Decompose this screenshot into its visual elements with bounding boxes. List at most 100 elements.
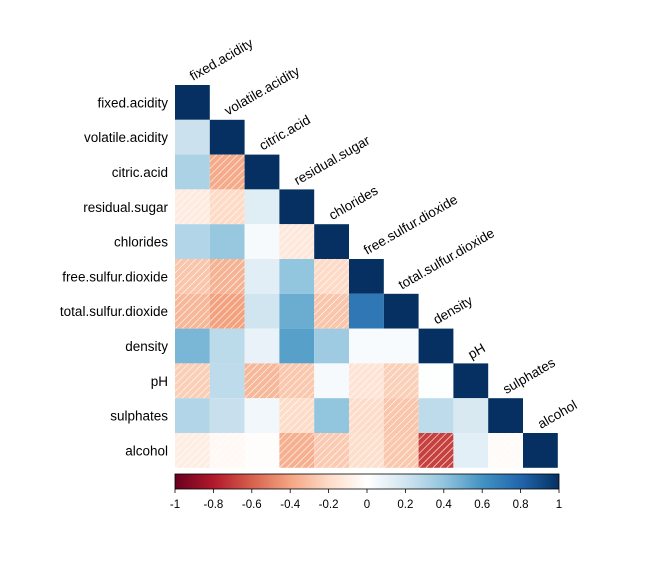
hatch-chlorides-residual-sugar — [279, 223, 315, 260]
color-tick-label: -0.6 — [242, 499, 262, 511]
row-label-density: density — [125, 339, 168, 354]
hatch-total-sulfur-dioxide-fixed-acidity — [174, 293, 211, 329]
cell-total-sulfur-dioxide-total-sulfur-dioxide — [383, 293, 419, 329]
cell-density-density — [418, 328, 454, 364]
cell-pH-volatile-acidity — [209, 363, 245, 399]
cell-sulphates-fixed-acidity — [175, 398, 210, 433]
col-label-density: density — [431, 293, 476, 328]
hatch-total-sulfur-dioxide-chlorides — [313, 293, 350, 329]
col-label-chlorides: chlorides — [326, 183, 381, 223]
cell-sulphates-chlorides — [314, 398, 349, 433]
hatch-total-sulfur-dioxide-volatile-acidity — [209, 293, 245, 329]
cell-density-volatile-acidity — [209, 328, 245, 364]
row-label-free-sulfur-dioxide: free.sulfur.dioxide — [62, 269, 168, 284]
row-label-residual-sugar: residual.sugar — [83, 200, 168, 215]
color-tick-label: 0.8 — [513, 499, 529, 511]
hatch-free-sulfur-dioxide-chlorides — [313, 258, 350, 295]
row-label-alcohol: alcohol — [125, 443, 168, 458]
color-tick-label: 1 — [556, 499, 562, 511]
col-label-pH: pH — [465, 340, 487, 362]
cell-total-sulfur-dioxide-residual-sugar — [279, 293, 315, 329]
hatch-free-sulfur-dioxide-volatile-acidity — [209, 258, 245, 295]
row-label-volatile-acidity: volatile.acidity — [84, 130, 168, 145]
cell-total-sulfur-dioxide-free-sulfur-dioxide — [349, 293, 384, 329]
cell-fixed-acidity-fixed-acidity — [175, 85, 210, 120]
cell-sulphates-volatile-acidity — [209, 398, 245, 433]
col-label-residual-sugar: residual.sugar — [291, 132, 372, 188]
hatch-alcohol-total-sulfur-dioxide — [383, 432, 419, 469]
cell-chlorides-citric-acid — [244, 224, 280, 259]
color-tick-label: 0 — [364, 499, 370, 511]
hatch-pH-citric-acid — [244, 363, 280, 399]
cell-density-free-sulfur-dioxide — [349, 328, 384, 364]
cell-chlorides-fixed-acidity — [175, 224, 210, 259]
color-tick-label: -0.4 — [280, 499, 300, 511]
cell-density-citric-acid — [244, 328, 280, 364]
hatch-pH-total-sulfur-dioxide — [383, 363, 419, 399]
row-label-citric-acid: citric.acid — [112, 165, 168, 180]
hatch-residual-sugar-fixed-acidity — [174, 189, 211, 225]
row-label-sulphates: sulphates — [110, 409, 168, 424]
cell-alcohol-pH — [453, 433, 489, 468]
hatch-alcohol-residual-sugar — [279, 432, 315, 469]
hatch-alcohol-citric-acid — [244, 432, 280, 469]
hatch-citric-acid-volatile-acidity — [209, 154, 245, 190]
hatch-alcohol-volatile-acidity — [209, 432, 245, 469]
color-tick-label: 0.6 — [474, 499, 490, 511]
cell-free-sulfur-dioxide-citric-acid — [244, 259, 280, 294]
cell-citric-acid-citric-acid — [244, 154, 280, 190]
row-label-pH: pH — [151, 374, 168, 389]
cell-volatile-acidity-fixed-acidity — [175, 119, 210, 155]
cell-chlorides-volatile-acidity — [209, 224, 245, 259]
col-label-sulphates: sulphates — [500, 355, 558, 397]
hatch-sulphates-residual-sugar — [279, 397, 315, 434]
row-label-chlorides: chlorides — [114, 235, 168, 250]
hatch-alcohol-chlorides — [313, 432, 350, 469]
cell-volatile-acidity-volatile-acidity — [209, 119, 245, 155]
hatch-sulphates-free-sulfur-dioxide — [348, 397, 385, 434]
cell-residual-sugar-residual-sugar — [279, 189, 315, 225]
hatch-pH-residual-sugar — [279, 363, 315, 399]
color-tick-label: -1 — [170, 499, 180, 511]
row-labels: fixed.acidity volatile.acidity citric.acid… — [60, 95, 169, 458]
cell-density-residual-sugar — [279, 328, 315, 364]
cell-sulphates-pH — [453, 398, 489, 433]
cell-pH-density — [418, 363, 454, 399]
hatch-alcohol-fixed-acidity — [174, 432, 211, 469]
cell-total-sulfur-dioxide-citric-acid — [244, 293, 280, 329]
hatch-sulphates-total-sulfur-dioxide — [383, 397, 419, 434]
color-tick-label: 0.4 — [436, 499, 453, 511]
col-label-free-sulfur-dioxide: free.sulfur.dioxide — [361, 192, 460, 258]
hatch-residual-sugar-volatile-acidity — [209, 189, 245, 225]
color-tick-label: -0.2 — [319, 499, 339, 511]
cell-chlorides-chlorides — [314, 224, 349, 259]
hatch-free-sulfur-dioxide-fixed-acidity — [174, 258, 211, 295]
cell-residual-sugar-citric-acid — [244, 189, 280, 225]
color-legend: -1 -0.8 -0.6 -0.4 -0.2 0 0.2 0.4 0.6 0.8 1 — [170, 473, 562, 511]
row-label-total-sulfur-dioxide: total.sulfur.dioxide — [60, 304, 168, 319]
color-bar — [174, 473, 560, 490]
cell-sulphates-density — [418, 398, 454, 433]
cell-pH-chlorides — [314, 363, 349, 399]
col-label-citric-acid: citric.acid — [257, 112, 313, 153]
col-label-volatile-acidity: volatile.acidity — [222, 63, 302, 118]
hatch-pH-free-sulfur-dioxide — [348, 363, 385, 399]
cell-alcohol-alcohol — [523, 433, 558, 468]
row-label-fixed-acidity: fixed.acidity — [97, 95, 168, 110]
col-label-alcohol: alcohol — [535, 397, 580, 431]
cell-density-chlorides — [314, 328, 349, 364]
hatch-alcohol-sulphates — [487, 432, 524, 469]
heatmap-cells — [174, 85, 558, 469]
cell-pH-pH — [453, 363, 489, 399]
cell-density-total-sulfur-dioxide — [383, 328, 419, 364]
hatch-alcohol-density — [418, 432, 454, 469]
cell-free-sulfur-dioxide-free-sulfur-dioxide — [349, 259, 384, 294]
cell-sulphates-sulphates — [488, 398, 523, 433]
col-label-total-sulfur-dioxide: total.sulfur.dioxide — [396, 225, 497, 292]
hatch-alcohol-free-sulfur-dioxide — [348, 432, 385, 469]
cell-free-sulfur-dioxide-residual-sugar — [279, 259, 315, 294]
color-tick-label: -0.8 — [203, 499, 223, 511]
col-label-fixed-acidity: fixed.acidity — [187, 35, 256, 83]
color-tick-label: 0.2 — [397, 499, 413, 511]
